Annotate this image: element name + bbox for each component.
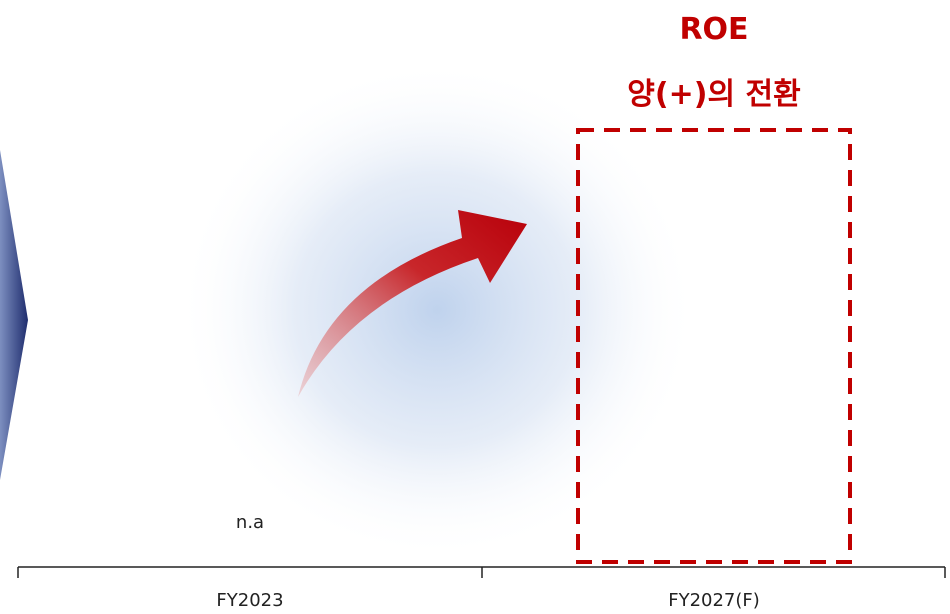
title: ROE xyxy=(679,12,748,47)
glow xyxy=(177,60,697,560)
subtitle: 양(+)의 전환 xyxy=(627,77,800,112)
dashed-box xyxy=(576,128,852,564)
chevron xyxy=(0,150,28,480)
category-label: FY2027(F) xyxy=(668,590,760,611)
note: n.a xyxy=(236,512,264,533)
category-label: FY2023 xyxy=(216,590,283,611)
growth-arrow xyxy=(298,210,527,397)
